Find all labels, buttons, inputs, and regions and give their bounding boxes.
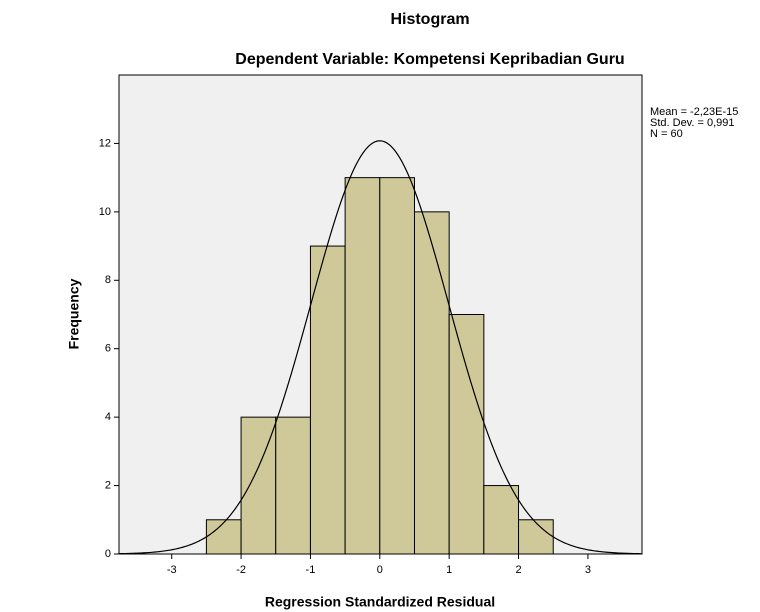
bar: [379, 177, 415, 555]
stats-label: N = 60: [650, 128, 683, 140]
x-tick-label: -1: [306, 564, 316, 576]
bar: [483, 485, 520, 555]
stats-label: Mean = -2,23E-15: [650, 106, 738, 118]
y-tick-label: 6: [105, 343, 111, 355]
normal-curve: [118, 140, 643, 555]
bar: [275, 416, 311, 555]
x-tick-label: 2: [515, 564, 521, 576]
y-tick-label: 8: [105, 274, 111, 286]
y-axis-label: Frequency: [66, 278, 82, 349]
y-tick-label: 12: [99, 137, 111, 149]
x-axis-label: Regression Standardized Residual: [265, 594, 495, 610]
y-tick-label: 0: [105, 548, 111, 560]
bar: [309, 245, 346, 555]
x-tick-label: -2: [236, 564, 246, 576]
x-tick-label: 1: [446, 564, 452, 576]
bar: [413, 211, 450, 555]
x-tick-label: 3: [585, 564, 591, 576]
bar: [448, 314, 485, 555]
x-tick-label: -3: [167, 564, 177, 576]
y-tick-label: 2: [105, 479, 111, 491]
chart-title: Histogram: [390, 11, 469, 28]
y-tick-label: 4: [105, 411, 111, 423]
x-tick-label: 0: [377, 564, 383, 576]
stats-label: Std. Dev. = 0,991: [650, 117, 735, 129]
bar: [518, 519, 554, 555]
y-tick-label: 10: [99, 206, 111, 218]
chart-subtitle: Dependent Variable: Kompetensi Kepribadi…: [235, 51, 624, 68]
bar: [205, 519, 242, 555]
bar: [344, 177, 381, 555]
